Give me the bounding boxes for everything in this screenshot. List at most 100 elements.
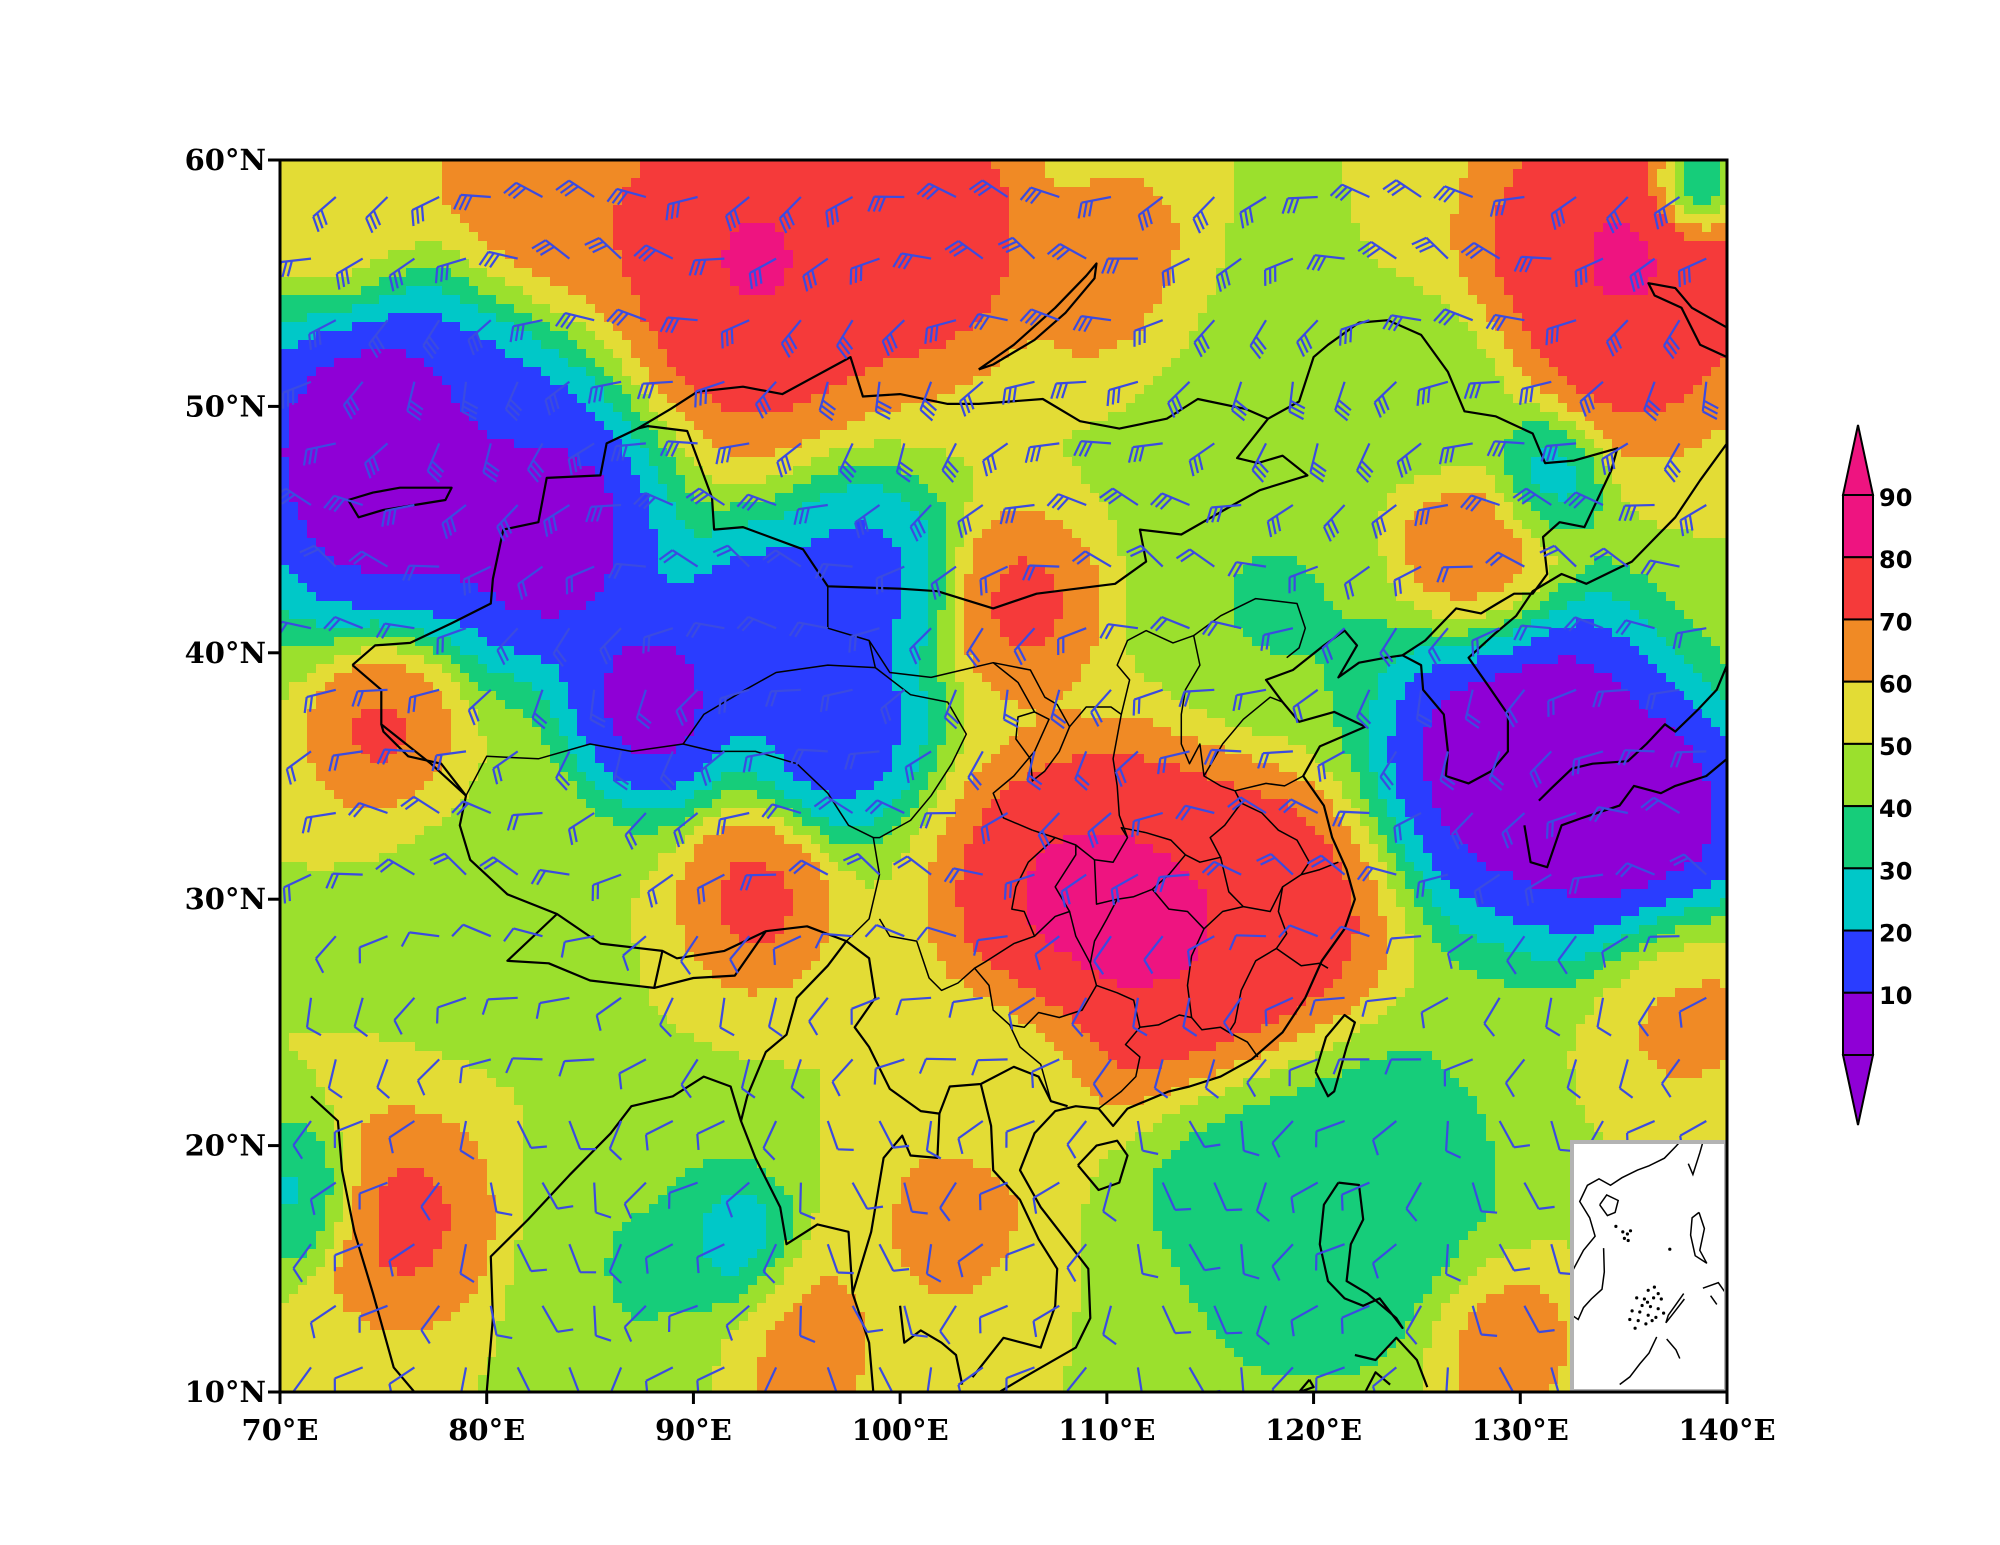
field-cell xyxy=(415,430,425,440)
field-cell xyxy=(1432,268,1442,278)
field-cell xyxy=(766,178,776,188)
field-cell xyxy=(784,358,794,368)
field-cell xyxy=(838,259,848,269)
field-cell xyxy=(1621,403,1631,413)
field-cell xyxy=(1657,196,1667,206)
field-cell xyxy=(1540,259,1550,269)
field-cell xyxy=(1576,331,1586,341)
field-cell xyxy=(883,223,893,233)
field-cell xyxy=(1054,205,1064,215)
field-cell xyxy=(964,349,974,359)
field-cell xyxy=(451,322,461,332)
field-cell xyxy=(1585,304,1595,314)
field-cell xyxy=(1198,358,1208,368)
field-cell xyxy=(514,205,524,215)
field-cell xyxy=(1126,241,1136,251)
field-cell xyxy=(937,223,947,233)
field-cell xyxy=(982,421,992,431)
field-cell xyxy=(1396,250,1406,260)
field-cell xyxy=(1630,358,1640,368)
field-cell xyxy=(1576,304,1586,314)
field-cell xyxy=(1306,277,1316,287)
field-cell xyxy=(577,223,587,233)
field-cell xyxy=(1405,232,1415,242)
field-cell xyxy=(1693,385,1703,395)
field-cell xyxy=(937,340,947,350)
field-cell xyxy=(739,421,749,431)
field-cell xyxy=(1585,412,1595,422)
field-cell xyxy=(550,205,560,215)
field-cell xyxy=(1594,394,1604,404)
field-cell xyxy=(946,178,956,188)
field-cell xyxy=(316,367,326,377)
field-cell xyxy=(433,232,443,242)
field-cell xyxy=(1558,340,1568,350)
field-cell xyxy=(1288,232,1298,242)
field-cell xyxy=(361,196,371,206)
field-cell xyxy=(739,403,749,413)
field-cell xyxy=(442,376,452,386)
field-cell xyxy=(1684,421,1694,431)
field-cell xyxy=(721,295,731,305)
field-cell xyxy=(370,268,380,278)
field-cell xyxy=(523,223,533,233)
field-cell xyxy=(901,331,911,341)
field-cell xyxy=(1405,403,1415,413)
field-cell xyxy=(478,421,488,431)
field-cell xyxy=(1513,205,1523,215)
field-cell xyxy=(487,403,497,413)
field-cell xyxy=(1108,295,1118,305)
field-cell xyxy=(1234,367,1244,377)
field-cell xyxy=(676,331,686,341)
field-cell xyxy=(1342,232,1352,242)
field-cell xyxy=(1585,178,1595,188)
field-cell xyxy=(640,268,650,278)
field-cell xyxy=(1252,394,1262,404)
field-cell xyxy=(1180,412,1190,422)
field-cell xyxy=(1675,232,1685,242)
field-cell xyxy=(1099,322,1109,332)
field-cell xyxy=(1522,241,1532,251)
field-cell xyxy=(811,358,821,368)
field-cell xyxy=(1603,304,1613,314)
field-cell xyxy=(460,367,470,377)
field-cell xyxy=(1162,304,1172,314)
field-cell xyxy=(847,403,857,413)
field-cell xyxy=(1423,169,1433,179)
field-cell xyxy=(1369,187,1379,197)
field-cell xyxy=(532,331,542,341)
field-cell xyxy=(1351,286,1361,296)
field-cell xyxy=(1351,232,1361,242)
field-cell xyxy=(658,430,668,440)
field-cell xyxy=(1621,340,1631,350)
field-cell xyxy=(721,430,731,440)
field-cell xyxy=(1594,277,1604,287)
field-cell xyxy=(793,241,803,251)
field-cell xyxy=(1072,169,1082,179)
field-cell xyxy=(1270,430,1280,440)
field-cell xyxy=(1666,259,1676,269)
field-cell xyxy=(1333,223,1343,233)
field-cell xyxy=(316,286,326,296)
field-cell xyxy=(442,241,452,251)
field-cell xyxy=(1315,169,1325,179)
field-cell xyxy=(802,394,812,404)
field-cell xyxy=(298,295,308,305)
field-cell xyxy=(1117,214,1127,224)
field-cell xyxy=(1063,430,1073,440)
field-cell xyxy=(856,412,866,422)
field-cell xyxy=(469,241,479,251)
field-cell xyxy=(811,421,821,431)
field-cell xyxy=(1567,358,1577,368)
field-cell xyxy=(1324,295,1334,305)
field-cell xyxy=(694,295,704,305)
field-cell xyxy=(1009,277,1019,287)
field-cell xyxy=(1279,277,1289,287)
field-cell xyxy=(1513,295,1523,305)
field-cell xyxy=(1459,340,1469,350)
field-cell xyxy=(451,376,461,386)
field-cell xyxy=(631,268,641,278)
field-cell xyxy=(1279,178,1289,188)
field-cell xyxy=(1216,376,1226,386)
field-cell xyxy=(1324,169,1334,179)
